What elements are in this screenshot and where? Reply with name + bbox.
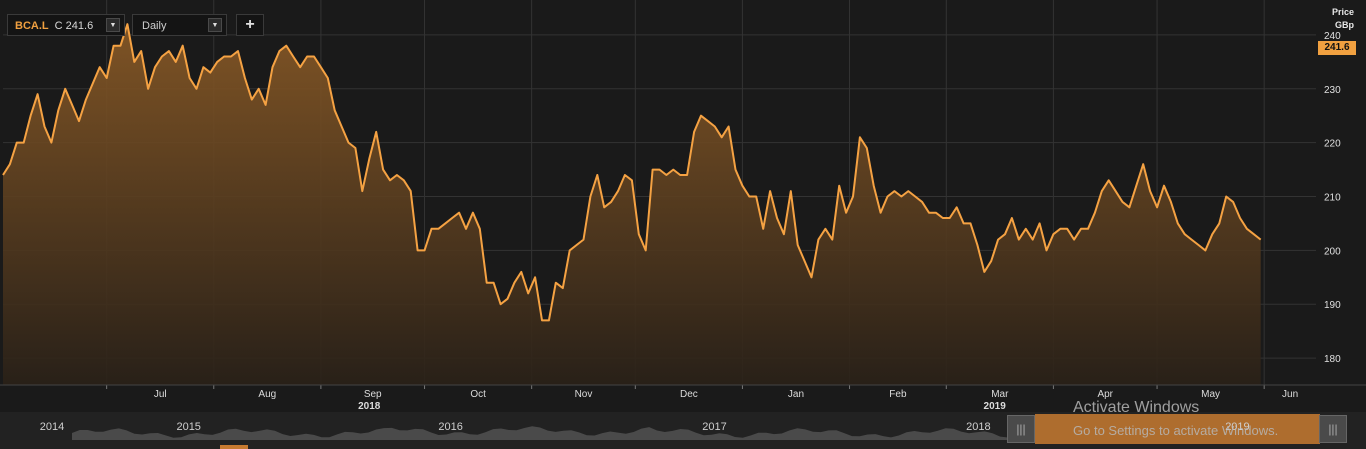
watermark-line1: Activate Windows xyxy=(1073,399,1200,416)
axis-unit-label: Price GBp xyxy=(1332,6,1354,32)
x-tick-label: Mar xyxy=(991,389,1009,400)
navigator-marker xyxy=(220,445,248,449)
navigator-left-handle[interactable]: ||| xyxy=(1007,415,1035,443)
y-tick-label: 230 xyxy=(1324,85,1341,96)
navigator-year-label: 2016 xyxy=(438,421,462,433)
last-close-label: C 241.6 xyxy=(54,20,94,32)
x-tick-label: Dec xyxy=(680,389,698,400)
x-tick-label: Feb xyxy=(889,389,907,400)
navigator-year-label: 2017 xyxy=(702,421,726,433)
x-tick-label: Sep xyxy=(364,389,382,400)
year-label: 2019 xyxy=(984,401,1007,412)
caret-down-icon[interactable]: ▼ xyxy=(106,18,120,32)
navigator-year-label: 2014 xyxy=(40,421,64,433)
price-line xyxy=(2,23,1262,322)
interval-label: Daily xyxy=(142,20,167,32)
x-tick-label: Jan xyxy=(788,389,804,400)
y-tick-label: 200 xyxy=(1324,246,1341,257)
symbol-label: BCA.L xyxy=(15,20,49,32)
caret-down-icon[interactable]: ▼ xyxy=(208,18,222,32)
watermark-line2: Go to Settings to activate Windows. xyxy=(1073,423,1279,438)
year-label: 2018 xyxy=(358,401,381,412)
navigator-right-handle[interactable]: ||| xyxy=(1319,415,1347,443)
interval-selector[interactable]: Daily ▼ xyxy=(132,14,227,36)
y-tick-label: 190 xyxy=(1324,300,1341,311)
navigator-selection xyxy=(1035,414,1320,444)
y-tick-label: 220 xyxy=(1324,139,1341,150)
navigator-year-label: 2015 xyxy=(176,421,200,433)
x-tick-label: Nov xyxy=(575,389,593,400)
y-tick-label: 240 xyxy=(1324,31,1341,42)
x-tick-label: Jul xyxy=(154,389,167,400)
axis-unit-line1: Price xyxy=(1331,7,1354,17)
navigator-history xyxy=(72,426,1008,440)
y-tick-label: 210 xyxy=(1324,193,1341,204)
x-tick-label: Oct xyxy=(470,389,486,400)
last-value-tag: 241.6 xyxy=(1318,41,1356,55)
plus-icon: + xyxy=(245,16,255,33)
x-tick-label: Aug xyxy=(258,389,276,400)
x-tick-label: Apr xyxy=(1097,389,1113,400)
x-tick-label: Jun xyxy=(1282,389,1298,400)
axis-unit-line2: GBp xyxy=(1335,20,1354,30)
navigator-year-label: 2018 xyxy=(966,421,990,433)
price-area xyxy=(3,24,1261,385)
add-indicator-button[interactable]: + xyxy=(236,14,264,36)
y-tick-label: 180 xyxy=(1324,354,1341,365)
symbol-selector[interactable]: BCA.L C 241.6 ▼ xyxy=(7,14,125,36)
x-tick-label: May xyxy=(1201,389,1220,400)
navigator-year-label: 2019 xyxy=(1225,421,1249,433)
